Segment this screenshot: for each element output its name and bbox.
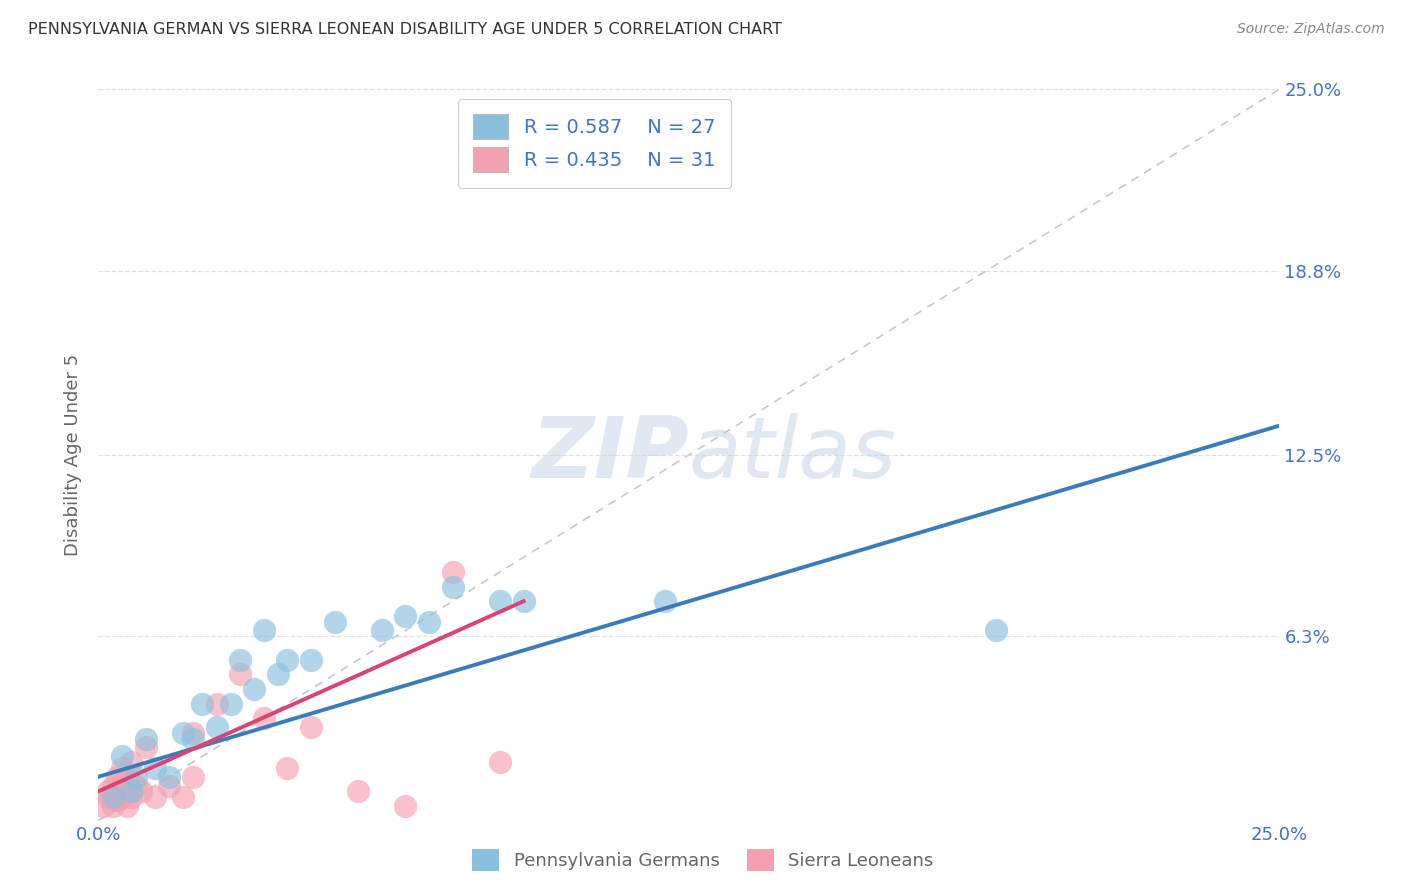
Legend: Pennsylvania Germans, Sierra Leoneans: Pennsylvania Germans, Sierra Leoneans xyxy=(465,842,941,879)
Point xyxy=(205,720,228,734)
Point xyxy=(299,720,322,734)
Point xyxy=(121,790,143,805)
Point xyxy=(267,667,290,681)
Point xyxy=(135,731,157,746)
Point xyxy=(105,793,128,807)
Text: PENNSYLVANIA GERMAN VS SIERRA LEONEAN DISABILITY AGE UNDER 5 CORRELATION CHART: PENNSYLVANIA GERMAN VS SIERRA LEONEAN DI… xyxy=(28,22,782,37)
Point xyxy=(157,770,180,784)
Point xyxy=(253,624,276,638)
Point xyxy=(111,761,134,775)
Point xyxy=(97,790,120,805)
Legend: R = 0.587    N = 27, R = 0.435    N = 31: R = 0.587 N = 27, R = 0.435 N = 31 xyxy=(458,99,731,188)
Point xyxy=(125,770,148,784)
Point xyxy=(441,565,464,579)
Point xyxy=(394,799,416,814)
Point xyxy=(157,779,180,793)
Point xyxy=(143,761,166,775)
Point xyxy=(191,697,214,711)
Point xyxy=(97,784,120,798)
Point xyxy=(172,790,194,805)
Y-axis label: Disability Age Under 5: Disability Age Under 5 xyxy=(65,354,83,556)
Point xyxy=(984,624,1007,638)
Point xyxy=(105,784,128,798)
Point xyxy=(253,711,276,725)
Point xyxy=(219,697,242,711)
Text: Source: ZipAtlas.com: Source: ZipAtlas.com xyxy=(1237,22,1385,37)
Point xyxy=(441,580,464,594)
Point xyxy=(129,784,152,798)
Point xyxy=(111,790,134,805)
Point xyxy=(181,770,204,784)
Point xyxy=(115,770,138,784)
Point xyxy=(135,740,157,755)
Point xyxy=(91,799,114,814)
Point xyxy=(101,799,124,814)
Point xyxy=(654,594,676,608)
Point xyxy=(121,755,143,769)
Text: atlas: atlas xyxy=(689,413,897,497)
Point xyxy=(229,667,252,681)
Point xyxy=(172,726,194,740)
Point xyxy=(394,608,416,623)
Point xyxy=(115,799,138,814)
Point xyxy=(181,731,204,746)
Point xyxy=(101,790,124,805)
Point xyxy=(125,779,148,793)
Point xyxy=(276,653,298,667)
Point xyxy=(143,790,166,805)
Point xyxy=(347,784,370,798)
Point xyxy=(489,755,512,769)
Point xyxy=(371,624,394,638)
Point xyxy=(323,615,346,629)
Point xyxy=(276,761,298,775)
Point xyxy=(105,770,128,784)
Point xyxy=(299,653,322,667)
Point xyxy=(418,615,440,629)
Point xyxy=(512,594,534,608)
Point xyxy=(181,726,204,740)
Point xyxy=(101,779,124,793)
Point xyxy=(205,697,228,711)
Point xyxy=(243,681,266,696)
Point xyxy=(489,594,512,608)
Point xyxy=(121,784,143,798)
Text: ZIP: ZIP xyxy=(531,413,689,497)
Point xyxy=(111,749,134,764)
Point xyxy=(229,653,252,667)
